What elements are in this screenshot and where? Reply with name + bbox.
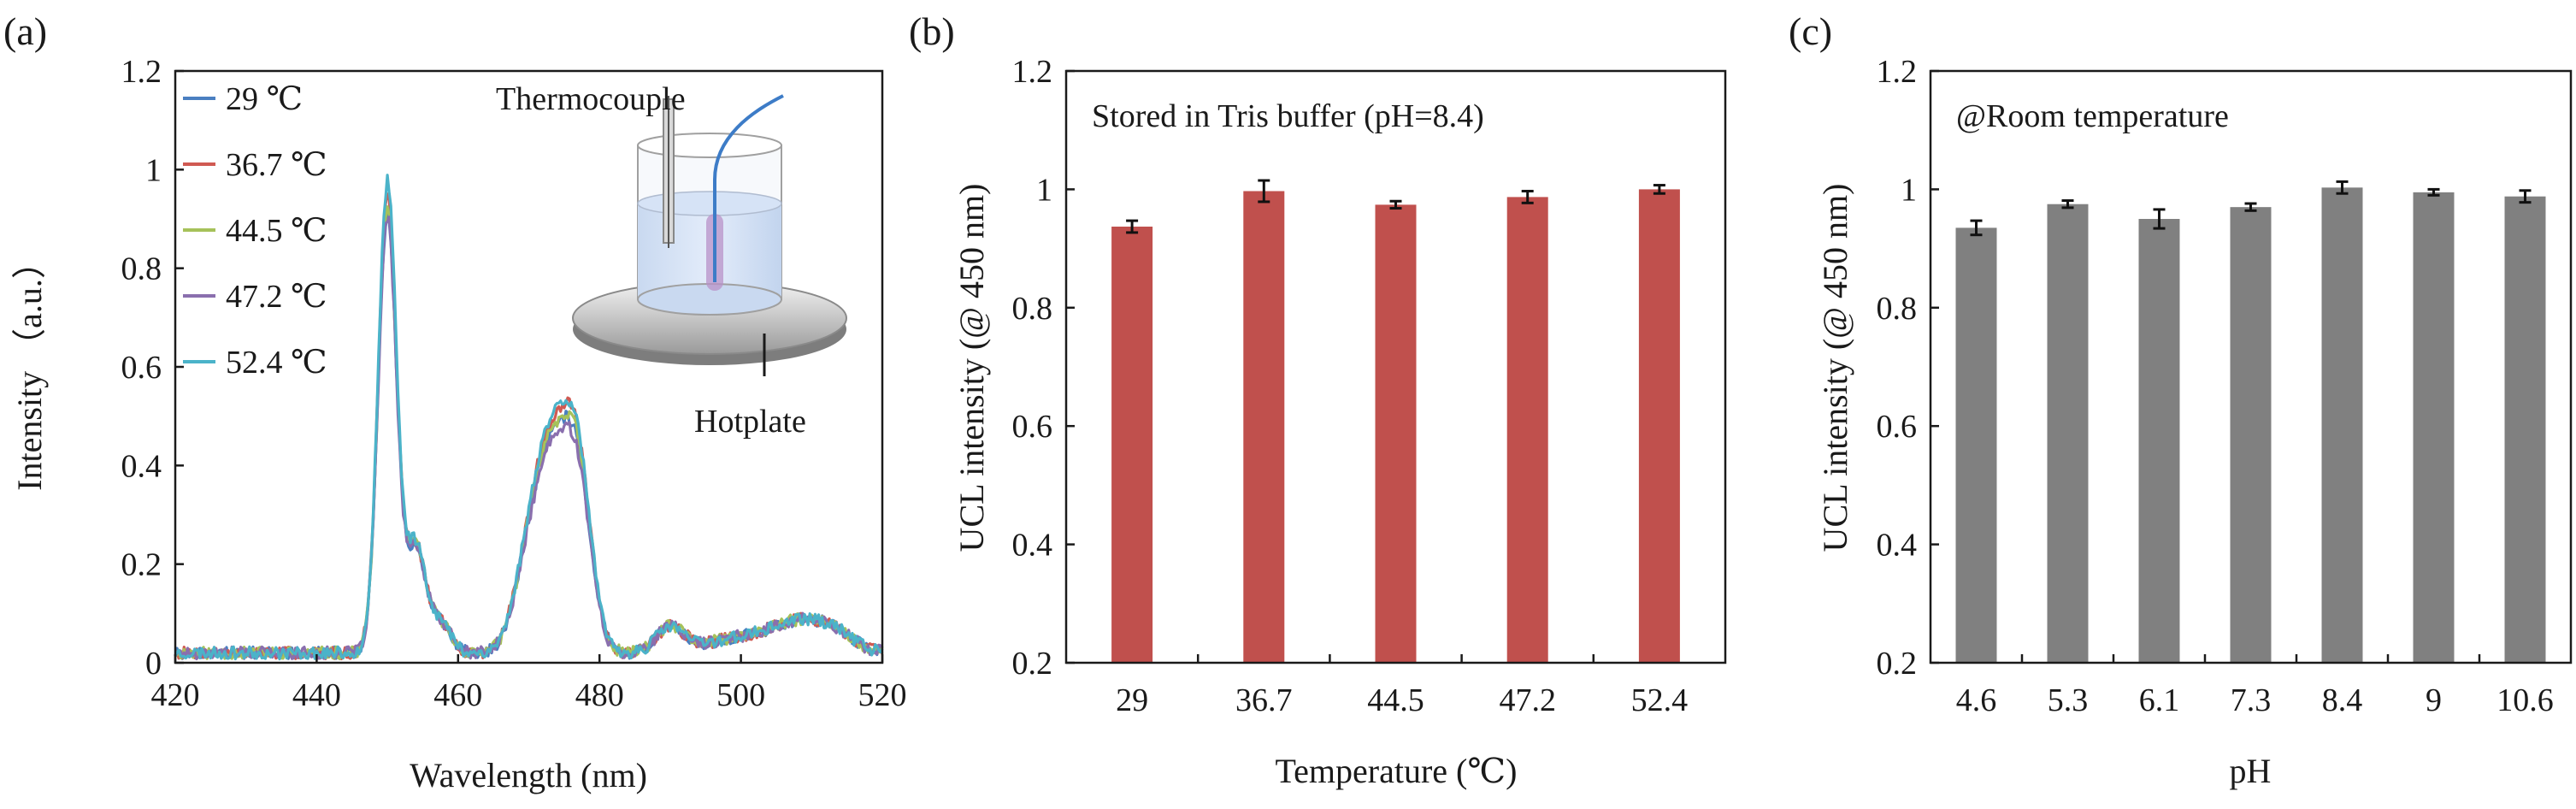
panel-c-y-axis-label: UCL intensity (@ 450 nm) [1816,184,1854,552]
y-tick-label: 0.6 [1877,409,1918,445]
bar-9 [2413,192,2455,664]
hotplate-label: Hotplate [694,404,806,440]
y-tick-label: 0.4 [1012,528,1053,564]
panel-c-plot-frame [1929,69,2573,664]
legend-label: 47.2 ℃ [226,279,327,315]
panel-c-annotation: @Room temperature [1956,98,2229,134]
legend-label: 44.5 ℃ [226,213,327,249]
panel-b-annotation: Stored in Tris buffer (pH=8.4) [1092,98,1484,134]
y-tick-label: 0.8 [1877,291,1918,327]
x-tick-label: 52.4 [1631,682,1689,718]
x-tick-label: 5.3 [2048,682,2089,718]
y-tick-label: 1.2 [121,54,162,90]
y-tick-label: 0.4 [121,448,162,484]
panel-c-bars [1955,180,2546,664]
y-tick-label: 0.8 [121,251,162,287]
y-tick-label: 0.2 [1012,646,1053,682]
panel-a-y-ticks: 0 0.2 0.4 0.6 0.8 1 1.2 [121,54,184,682]
y-tick-label: 0.6 [1012,409,1053,445]
legend-label: 52.4 ℃ [226,345,327,381]
y-tick-label: 0.8 [1012,291,1053,327]
spectrum-line-4 [174,216,884,661]
y-tick-label: 1.2 [1012,54,1053,90]
bar-8.4 [2321,187,2363,664]
panel-b-x-ticks: 29 36.7 44.5 47.2 52.4 [1116,654,1688,718]
panel-b-temperature-bar-chart: (b) 0.20.40.60.811.2 29 36.7 44.5 47.2 52.4 … [909,9,1727,790]
panel-a-spectrum-chart: (a) 0 0.2 0.4 0.6 0.8 1 1.2 420 440 460 480 500 520… [3,9,907,794]
x-tick-label: 8.4 [2322,682,2363,718]
liquid-surface [637,191,782,216]
panel-b-y-axis-label: UCL intensity (@ 450 nm) [952,184,991,552]
spectrum-series-group [174,174,884,661]
bar-10.6 [2504,196,2546,664]
y-tick-label: 0.4 [1877,528,1918,564]
panel-a-x-ticks: 420 440 460 480 500 520 [151,654,907,713]
panel-b-y-ticks: 0.2 0.4 0.6 0.8 1 1.2 [1012,54,1075,682]
bar-7.3 [2230,207,2272,663]
x-tick-label: 480 [575,677,624,713]
panel-c-label: (c) [1789,9,1832,53]
x-tick-label: 6.1 [2139,682,2180,718]
bar-44.5 [1375,204,1417,664]
panel-a-y-axis-label: Intensity （a.u.） [10,245,49,491]
y-tick-label: 0.2 [1877,646,1918,682]
panel-c-x-axis-label: pH [2230,752,2272,790]
panel-c-y-ticks: 0.2 0.4 0.6 0.8 1 1.2 [1877,54,1939,682]
panel-b-label: (b) [909,9,955,53]
panel-c-x-ticks: 4.6 5.3 6.1 7.3 8.4 9 10.6 [1956,654,2554,718]
bar-36.7 [1243,191,1285,663]
x-tick-label: 4.6 [1956,682,1997,718]
bar-47.2 [1506,197,1548,663]
panel-b-bars [1111,179,1680,664]
panel-a-label: (a) [3,9,47,53]
spectrum-line-5 [174,174,884,661]
bar-5.3 [2047,204,2089,663]
x-tick-label: 500 [716,677,765,713]
x-tick-label: 47.2 [1499,682,1556,718]
y-tick-label: 0.6 [121,350,162,386]
y-tick-label: 1 [145,152,162,188]
panel-b-x-axis-label: Temperature (℃) [1276,752,1518,790]
x-tick-label: 10.6 [2496,682,2554,718]
bar-6.1 [2138,219,2180,663]
bar-4.6 [1955,227,1997,663]
heating-setup-illustration: Thermocouple Hotplate [496,81,847,440]
x-tick-label: 9 [2426,682,2442,718]
panel-c-ph-bar-chart: (c) 0.2 0.4 0.6 0.8 1 1.2 4.6 5.3 6.1 7.3 8.4 9 10.… [1789,9,2573,790]
x-tick-label: 440 [292,677,341,713]
y-tick-label: 1 [1036,172,1052,208]
bar-29 [1111,226,1153,663]
optical-fiber [713,94,784,282]
panel-b-plot-frame [1064,69,1727,664]
x-tick-label: 29 [1116,682,1148,718]
x-tick-label: 36.7 [1235,682,1293,718]
y-tick-label: 0.2 [121,547,162,583]
y-tick-label: 1 [1901,172,1917,208]
x-tick-label: 520 [858,677,907,713]
beaker-rim [637,133,782,158]
x-tick-label: 44.5 [1367,682,1424,718]
bar-52.4 [1638,189,1680,663]
y-tick-label: 1.2 [1877,54,1918,90]
x-tick-label: 460 [433,677,482,713]
x-tick-label: 7.3 [2231,682,2272,718]
panel-a-x-axis-label: Wavelength (nm) [410,756,647,794]
y-tick-label: 0 [145,646,162,682]
panel-a-legend: 29 ℃ 36.7 ℃ 44.5 ℃ 47.2 ℃ 52.4 ℃ [183,81,327,381]
legend-label: 29 ℃ [226,81,303,117]
x-tick-label: 420 [151,677,200,713]
thermocouple-label: Thermocouple [496,81,686,117]
legend-label: 36.7 ℃ [226,147,327,183]
